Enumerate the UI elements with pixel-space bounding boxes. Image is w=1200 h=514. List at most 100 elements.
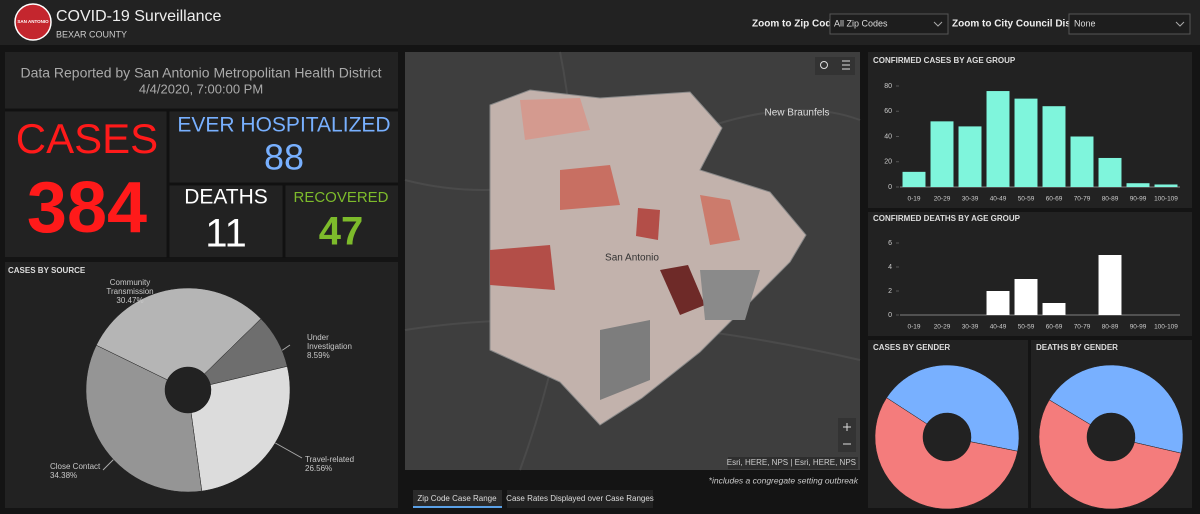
report-date: 4/4/2020, 7:00:00 PM — [139, 81, 263, 96]
y-tick-label: 0 — [888, 184, 892, 191]
x-tick-label: 0-19 — [907, 324, 920, 331]
bar — [902, 171, 926, 187]
bar — [1014, 98, 1038, 187]
zip-select[interactable] — [829, 13, 949, 35]
zip-area — [700, 195, 740, 245]
slice-percent: 8.59% — [307, 351, 330, 360]
bar — [1154, 184, 1178, 187]
panel-title: DEATHS BY GENDER — [1036, 343, 1118, 352]
hospitalized-label: EVER HOSPITALIZED — [177, 114, 390, 137]
y-tick-label: 40 — [884, 133, 892, 140]
panel — [868, 212, 1192, 336]
bar — [930, 121, 954, 187]
zip-area — [636, 208, 660, 240]
x-tick-label: 80-89 — [1102, 196, 1119, 203]
panel-title: CONFIRMED CASES BY AGE GROUP — [873, 56, 1016, 65]
x-tick-label: 100-109 — [1154, 196, 1178, 203]
dropdown-arrow — [933, 21, 943, 27]
slice-percent: 26.56% — [305, 464, 333, 473]
subtitle: BEXAR COUNTY — [56, 29, 127, 39]
slice-name: Under Investigation — [307, 333, 352, 351]
x-tick-label: 70-79 — [1074, 324, 1091, 331]
district-label: Zoom to City Council District — [952, 19, 1090, 30]
district-select[interactable] — [1068, 13, 1191, 35]
title: COVID-19 Surveillance — [56, 8, 222, 25]
tab[interactable] — [507, 490, 653, 508]
x-tick-label: 50-59 — [1018, 324, 1035, 331]
x-tick-label: 60-69 — [1046, 196, 1063, 203]
slice-label: Close Contact 34.38% — [50, 462, 120, 480]
zip-value[interactable]: All Zip Codes — [834, 18, 888, 28]
x-tick-label: 40-49 — [990, 196, 1007, 203]
bar — [1070, 136, 1094, 187]
y-tick-label: 6 — [888, 240, 892, 247]
district-value[interactable]: None — [1074, 18, 1096, 28]
zip-area — [560, 165, 620, 210]
slice-percent: 34.38% — [50, 471, 78, 480]
x-tick-label: 90-99 — [1130, 196, 1147, 203]
tab-label[interactable]: Zip Code Case Range — [417, 494, 497, 503]
panel-title: CONFIRMED DEATHS BY AGE GROUP — [873, 214, 1021, 223]
y-tick-label: 80 — [884, 83, 892, 90]
zip-area — [660, 265, 705, 315]
header-bar — [0, 0, 1200, 45]
x-tick-label: 20-29 — [934, 196, 951, 203]
x-tick-label: 70-79 — [1074, 196, 1091, 203]
bar — [1042, 106, 1066, 187]
x-tick-label: 0-19 — [907, 196, 920, 203]
x-tick-label: 100-109 — [1154, 324, 1178, 331]
search-icon[interactable] — [820, 61, 828, 69]
bar — [958, 126, 982, 187]
zip-label: Zoom to Zip Code — [752, 19, 837, 30]
attribution-bar — [728, 457, 858, 469]
bar — [986, 291, 1010, 315]
legend-icon[interactable] — [842, 60, 850, 70]
x-tick-label: 60-69 — [1046, 324, 1063, 331]
cases-value: 384 — [27, 168, 147, 248]
hospitalized-value: 88 — [264, 137, 304, 178]
zip-area — [600, 320, 650, 400]
recovered-label: RECOVERED — [293, 189, 388, 206]
y-tick-label: 60 — [884, 108, 892, 115]
bar — [1042, 303, 1066, 315]
bar — [986, 91, 1010, 187]
deaths-label: DEATHS — [184, 186, 268, 209]
zoom-icons[interactable] — [843, 423, 851, 445]
map-note: *includes a congregate setting outbreak — [709, 475, 859, 485]
tab[interactable] — [413, 490, 502, 508]
bar — [1098, 157, 1122, 187]
stats-panel — [5, 52, 398, 257]
slice-percent: 30.47% — [116, 296, 144, 305]
y-tick-label: 4 — [888, 264, 892, 271]
donut-hole — [165, 367, 211, 413]
slice-name: Community Transmission — [106, 278, 154, 296]
slice — [95, 287, 262, 381]
x-tick-label: 40-49 — [990, 324, 1007, 331]
recovered-value: 47 — [319, 210, 364, 254]
zip-area — [490, 245, 555, 290]
logo — [14, 3, 52, 41]
report-source: Data Reported by San Antonio Metropolita… — [20, 65, 381, 81]
slice-label: Community Transmission 30.47% — [98, 278, 162, 305]
attribution: Esri, HERE, NPS | Esri, HERE, NPS — [727, 458, 856, 467]
slice-name: Close Contact — [50, 462, 101, 471]
y-tick-label: 0 — [888, 312, 892, 319]
cases-label: CASES — [16, 115, 158, 162]
donut-hole — [923, 413, 971, 461]
zoom-control[interactable] — [838, 418, 856, 452]
slice-name: Travel-related — [305, 455, 355, 464]
x-tick-label: 90-99 — [1130, 324, 1147, 331]
panel-title: CASES BY GENDER — [873, 343, 950, 352]
panel-title: CASES BY SOURCE — [8, 266, 86, 275]
tab-label[interactable]: Case Rates Displayed over Case Ranges — [506, 494, 654, 503]
x-tick-label: 80-89 — [1102, 324, 1119, 331]
deaths-value: 11 — [205, 212, 247, 256]
slice-label: Travel-related 26.56% — [305, 455, 375, 473]
map-label: San Antonio — [605, 253, 659, 264]
zip-area — [520, 98, 590, 140]
bar — [1098, 255, 1122, 315]
x-tick-label: 50-59 — [1018, 196, 1035, 203]
x-tick-label: 30-39 — [962, 324, 979, 331]
